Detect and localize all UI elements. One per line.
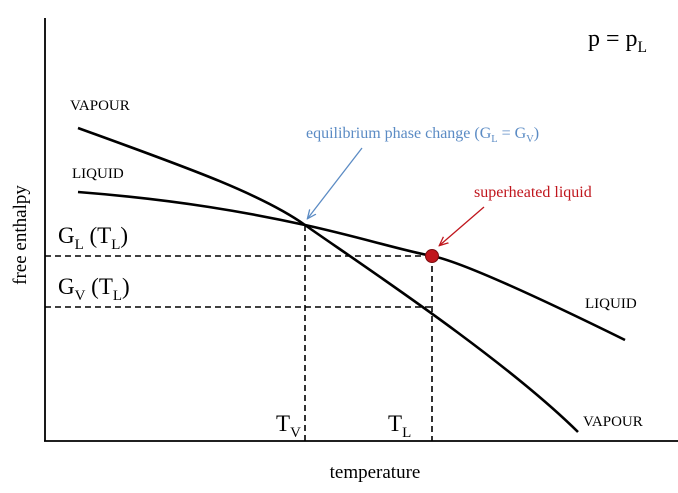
text-part: V — [526, 134, 534, 145]
text-part: T — [276, 411, 290, 436]
gl-tl-label: GL (TL) — [58, 223, 128, 253]
text-part: = G — [498, 125, 527, 142]
vapour-left-label: VAPOUR — [70, 98, 130, 114]
superheated-arrow — [440, 206, 485, 245]
text-part: p = p — [588, 26, 638, 52]
text-part: L — [638, 39, 648, 56]
tv-label: TV — [276, 411, 301, 441]
text-part: free enthalpy — [10, 185, 31, 285]
text-part: VAPOUR — [70, 98, 130, 114]
gv-tl-label: GV (TL) — [58, 274, 130, 304]
text-part: VAPOUR — [583, 414, 643, 430]
text-part: superheated liquid — [474, 184, 592, 201]
equilibrium-label: equilibrium phase change (GL = GV) — [306, 125, 539, 145]
text-part: ) — [534, 125, 539, 142]
text-part: LIQUID — [585, 296, 637, 312]
text-part: ) — [120, 223, 128, 248]
text-part: ) — [122, 274, 130, 299]
guide-lines — [45, 225, 433, 441]
equilibrium-arrow — [308, 147, 363, 218]
pressure-label: p = pL — [588, 26, 647, 56]
liquid-right-label: LIQUID — [585, 296, 637, 312]
text-part: temperature — [330, 462, 421, 483]
text-part: G — [58, 274, 75, 299]
superheated-label: superheated liquid — [474, 184, 592, 201]
tl-label: TL — [388, 411, 411, 441]
liquid-curve — [77, 190, 626, 342]
text-part: L — [113, 288, 122, 304]
vapour-right-label: VAPOUR — [583, 414, 643, 430]
y-axis-label: free enthalpy — [10, 185, 31, 285]
text-part: T — [388, 411, 402, 436]
x-axis-label: temperature — [330, 462, 421, 483]
text-part: L — [111, 237, 120, 253]
text-part: L — [491, 134, 497, 145]
text-part: G — [58, 223, 75, 248]
superheated-point — [425, 249, 439, 263]
text-part: V — [75, 288, 86, 304]
text-part: V — [290, 425, 301, 441]
vapour-curve — [77, 126, 579, 433]
text-part: equilibrium phase change (G — [306, 125, 492, 142]
text-part: (T — [84, 223, 111, 248]
liquid-left-label: LIQUID — [72, 166, 124, 182]
text-part: L — [75, 237, 84, 253]
text-part: LIQUID — [72, 166, 124, 182]
text-part: (T — [85, 274, 112, 299]
text-part: L — [402, 425, 411, 441]
